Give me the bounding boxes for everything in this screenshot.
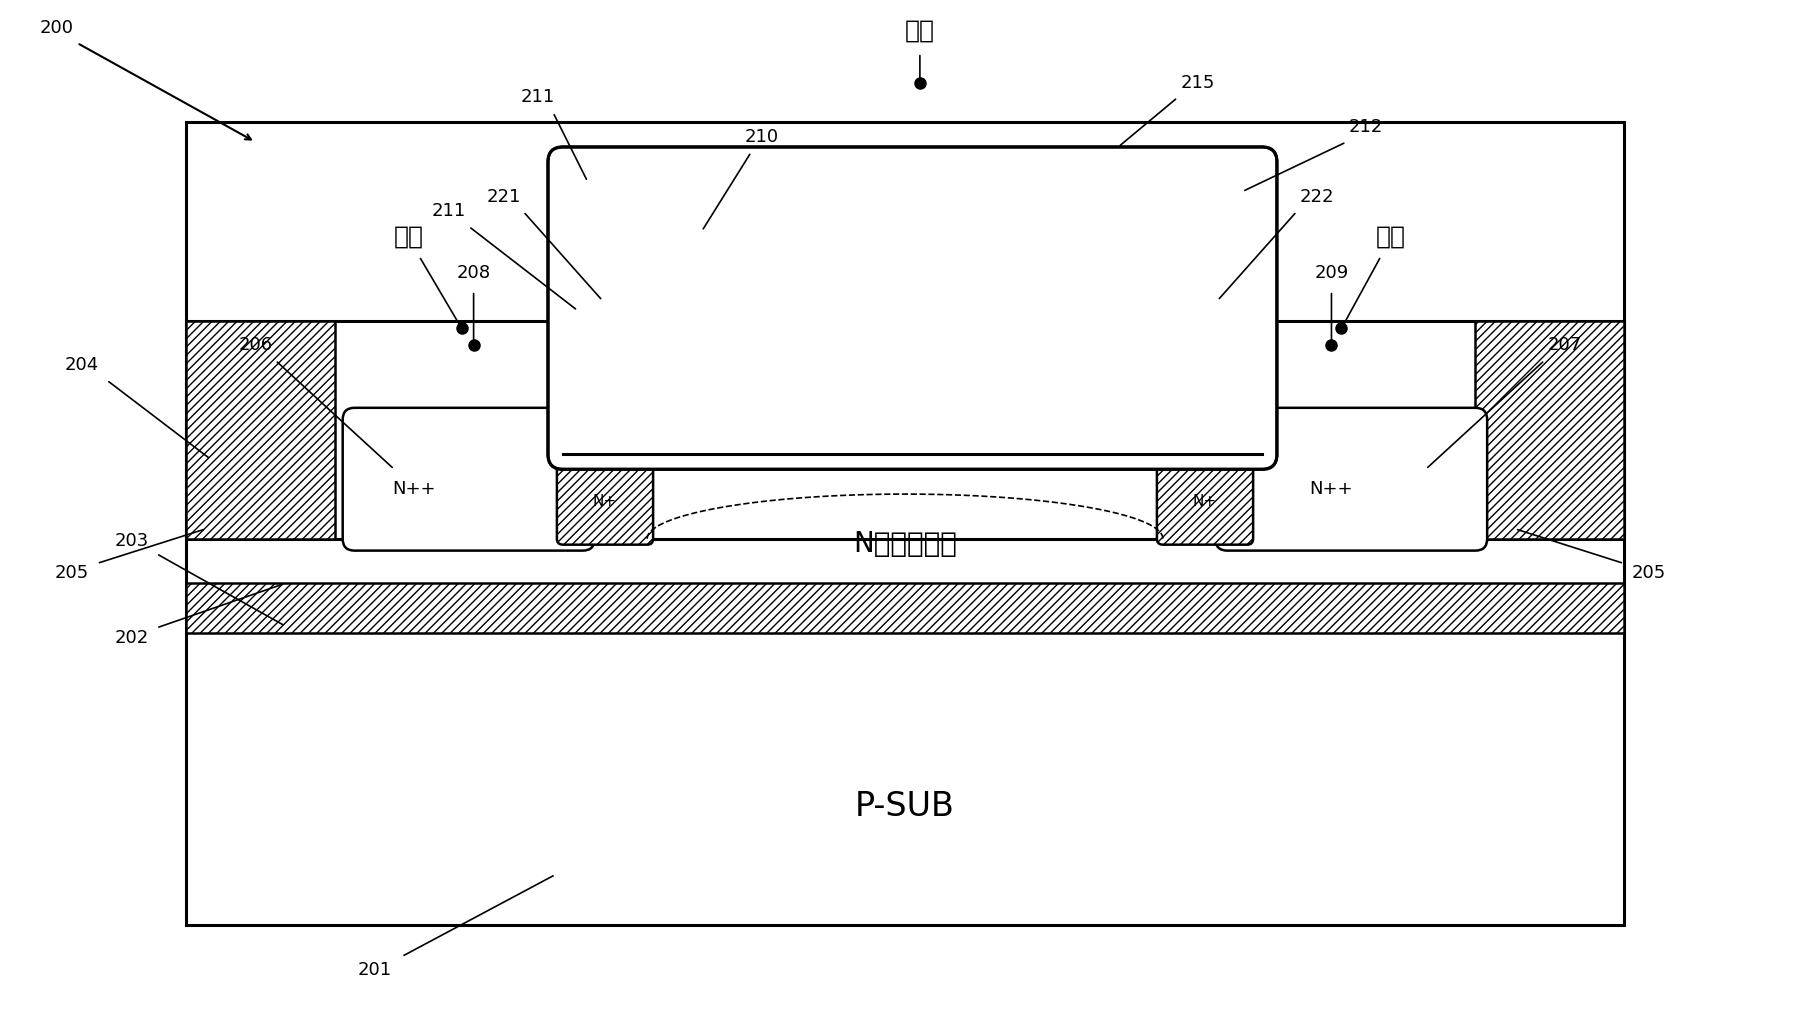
FancyBboxPatch shape — [548, 147, 1276, 469]
Text: N注入隐埋层: N注入隐埋层 — [854, 530, 957, 558]
Text: 205: 205 — [1632, 564, 1666, 582]
Text: P-SUB: P-SUB — [856, 790, 955, 823]
Text: 211: 211 — [520, 89, 555, 106]
Text: N+: N+ — [593, 493, 616, 509]
Text: N++: N++ — [392, 480, 435, 498]
Text: 211: 211 — [431, 203, 466, 220]
Text: 203: 203 — [114, 532, 149, 550]
Text: 204: 204 — [65, 356, 100, 374]
Bar — [1476, 321, 1624, 539]
Text: 208: 208 — [457, 264, 491, 282]
Text: 棅极: 棅极 — [905, 19, 936, 43]
Text: 202: 202 — [114, 629, 149, 647]
Text: 200: 200 — [40, 19, 74, 37]
Bar — [562, 452, 1262, 464]
Text: 201: 201 — [357, 962, 392, 979]
FancyBboxPatch shape — [1215, 408, 1487, 551]
Text: N+: N+ — [1193, 493, 1217, 509]
Bar — [187, 321, 335, 539]
FancyBboxPatch shape — [1157, 448, 1253, 545]
Text: N++: N++ — [1309, 480, 1352, 498]
Text: 222: 222 — [1300, 188, 1334, 206]
Text: 205: 205 — [54, 564, 89, 582]
Bar — [187, 321, 1624, 539]
Bar — [673, 161, 1153, 449]
Bar — [187, 122, 1624, 925]
Text: 215: 215 — [1180, 74, 1215, 92]
Text: 漏极: 漏极 — [1376, 224, 1405, 248]
Text: 210: 210 — [743, 128, 778, 146]
FancyBboxPatch shape — [343, 408, 595, 551]
Text: 源极: 源极 — [393, 224, 424, 248]
Bar — [187, 583, 1624, 633]
Text: 221: 221 — [486, 188, 520, 206]
Text: 212: 212 — [1349, 118, 1383, 136]
FancyBboxPatch shape — [1146, 154, 1269, 462]
FancyBboxPatch shape — [555, 154, 680, 462]
Text: 206: 206 — [238, 336, 272, 354]
Text: 209: 209 — [1314, 264, 1349, 282]
Text: 207: 207 — [1546, 336, 1581, 354]
FancyBboxPatch shape — [557, 448, 653, 545]
